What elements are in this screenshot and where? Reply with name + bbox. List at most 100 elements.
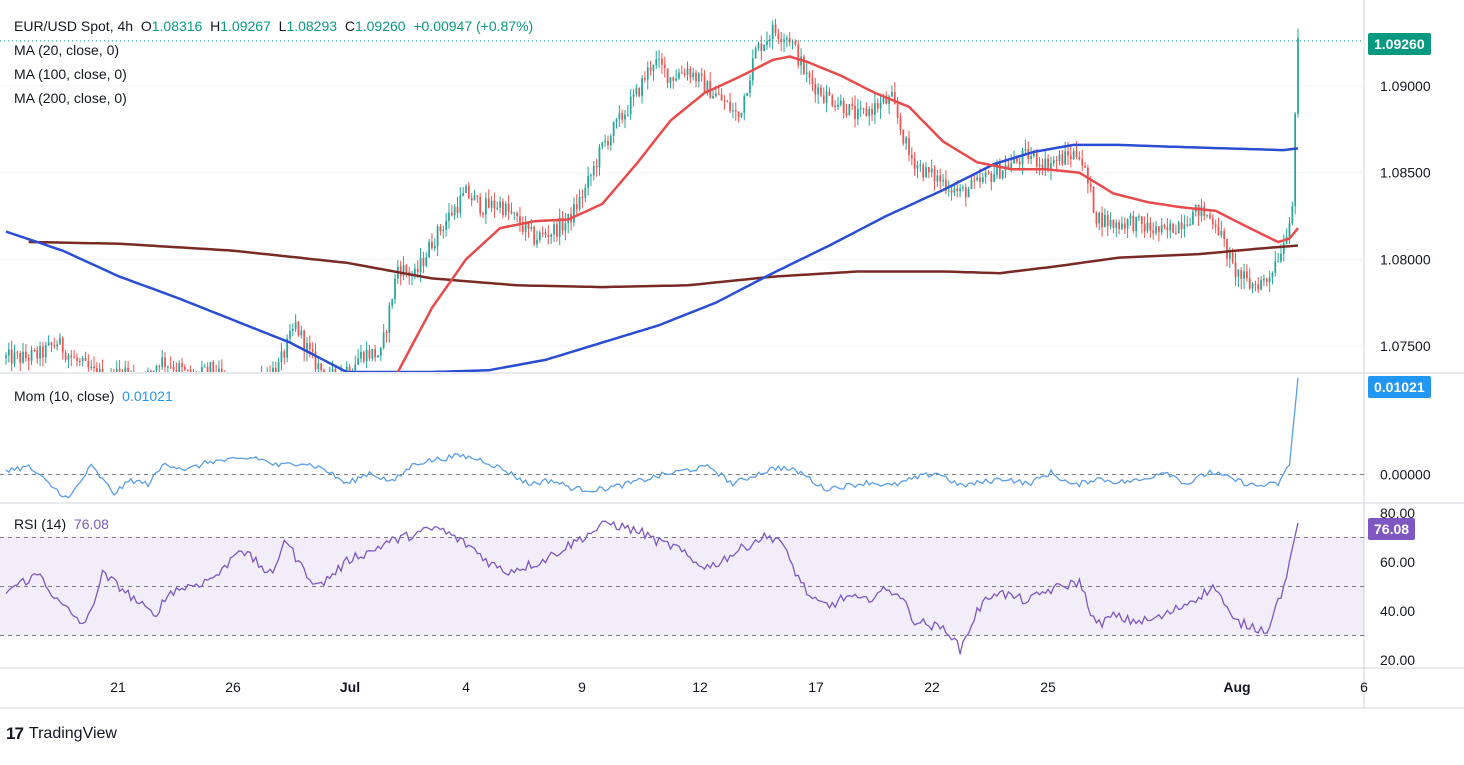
candle-body	[1067, 151, 1069, 156]
candle-body	[224, 377, 226, 378]
candle-body	[612, 121, 615, 137]
candle-body	[837, 104, 839, 108]
time-tick-label: Aug	[1223, 679, 1250, 695]
candle-body	[561, 217, 564, 231]
candle-body	[658, 58, 660, 60]
candle-body	[541, 232, 544, 234]
candle-body	[334, 368, 337, 372]
candle-body	[1169, 223, 1172, 231]
candle-body	[896, 103, 899, 118]
candle-body	[186, 369, 189, 371]
candle-body	[990, 173, 993, 182]
candle-body	[189, 370, 192, 372]
rsi-layer	[5, 520, 1299, 655]
candle-body	[618, 113, 621, 119]
candle-body	[485, 198, 487, 215]
candle-body	[502, 201, 504, 215]
candle-body	[1010, 163, 1013, 170]
candle-body	[158, 365, 161, 367]
candle-body	[621, 113, 624, 120]
candle-body	[1092, 186, 1095, 213]
candle-body	[56, 344, 58, 347]
candle-body	[39, 346, 41, 359]
candle-body	[320, 363, 323, 371]
candle-body	[1226, 238, 1228, 259]
candle-body	[1214, 224, 1217, 227]
candle-body	[422, 257, 425, 266]
candle-body	[856, 109, 859, 120]
candle-body	[1007, 165, 1010, 170]
rsi-value-tag: 76.08	[1368, 518, 1416, 540]
candle-body	[479, 196, 482, 214]
candle-body	[115, 368, 118, 372]
candle-body	[433, 246, 436, 249]
time-tick-label: 9	[578, 679, 586, 695]
candle-body	[161, 357, 164, 367]
ma100-line	[5, 143, 1299, 372]
candle-body	[1132, 215, 1135, 231]
candle-body	[1160, 225, 1163, 233]
candle-body	[323, 370, 325, 372]
ma20-legend[interactable]: MA (20, close, 0)	[14, 42, 120, 58]
candle-body	[78, 360, 81, 362]
candle-body	[803, 56, 805, 74]
candle-body	[1177, 222, 1180, 234]
candle-body	[828, 91, 831, 96]
tradingview-brand[interactable]: 17 TradingView	[6, 724, 117, 744]
candle-body	[22, 351, 24, 363]
candle-body	[308, 343, 311, 350]
candle-body	[624, 114, 626, 120]
candle-body	[797, 44, 800, 66]
mom-layer	[5, 377, 1299, 499]
time-tick-label: 12	[692, 679, 708, 695]
rsi-tick-label: 40.00	[1380, 603, 1415, 619]
candle-body	[482, 213, 484, 215]
candle-body	[1109, 219, 1112, 227]
candle-body	[1152, 230, 1155, 234]
mom-legend[interactable]: Mom (10, close) 0.01021	[14, 388, 173, 404]
candle-body	[252, 383, 254, 391]
candle-body	[493, 200, 496, 209]
candle-body	[1106, 215, 1109, 227]
close-value: 1.09260	[354, 18, 406, 34]
candle-body	[272, 367, 274, 372]
candle-body	[814, 83, 817, 95]
ma100-legend[interactable]: MA (100, close, 0)	[14, 66, 127, 82]
candle-body	[166, 366, 169, 368]
candle-body	[871, 109, 873, 115]
candle-body	[1166, 227, 1169, 231]
candle-body	[1021, 150, 1024, 165]
candle-body	[405, 265, 408, 272]
candle-body	[1280, 253, 1282, 262]
candle-body	[939, 175, 942, 182]
candle-body	[663, 64, 666, 69]
candle-body	[780, 38, 783, 42]
candle-body	[439, 226, 442, 232]
candle-body	[1175, 232, 1177, 234]
candle-body	[615, 118, 618, 122]
candle-body	[328, 371, 331, 372]
rsi-legend[interactable]: RSI (14) 76.08	[14, 516, 109, 532]
candle-body	[459, 195, 462, 213]
candle-body	[743, 95, 746, 113]
candle-body	[791, 41, 794, 43]
candle-body	[768, 39, 771, 41]
candle-body	[839, 100, 842, 105]
candle-body	[1149, 222, 1152, 231]
candle-body	[402, 265, 405, 277]
candle-body	[715, 93, 717, 97]
candle-body	[1294, 113, 1297, 207]
candle-body	[771, 24, 774, 40]
candle-body	[834, 105, 837, 108]
candle-body	[1282, 243, 1285, 254]
candle-body	[1121, 223, 1123, 230]
candle-body	[947, 190, 950, 192]
candle-body	[737, 111, 740, 117]
ma200-legend[interactable]: MA (200, close, 0)	[14, 90, 127, 106]
candle-body	[507, 203, 510, 212]
candle-body	[882, 98, 885, 103]
candle-body	[206, 366, 209, 372]
candle-body	[33, 349, 36, 351]
candle-body	[169, 366, 172, 368]
